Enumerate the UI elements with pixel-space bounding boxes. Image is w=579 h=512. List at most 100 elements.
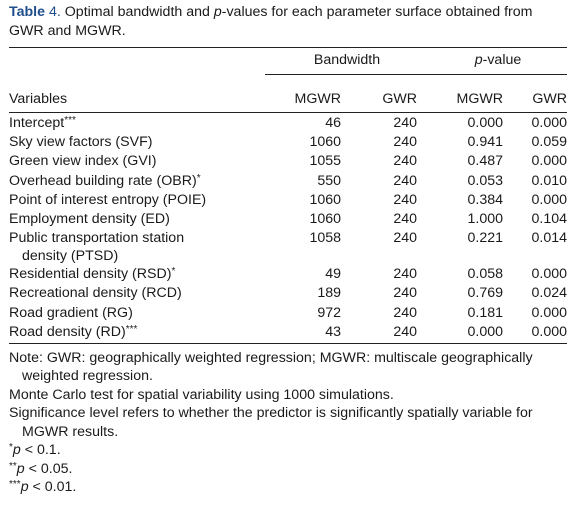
row-label: Road density (RD) bbox=[9, 323, 126, 340]
sig-1-sup: * bbox=[9, 442, 13, 454]
note-sig-3: ***p < 0.01. bbox=[9, 478, 567, 497]
row-label: Green view index (GVI) bbox=[9, 153, 157, 170]
caption-p-italic: p bbox=[213, 4, 222, 20]
group-header-row: Bandwidth p-value bbox=[9, 48, 567, 75]
cell-p-mgwr: 0.769 bbox=[467, 285, 503, 302]
col-variables: Variables bbox=[9, 90, 68, 107]
col-p-mgwr: MGWR bbox=[456, 91, 504, 107]
sig-2-p: p bbox=[16, 460, 25, 477]
note-abbreviations: Note: GWR: geographically weighted regre… bbox=[9, 349, 533, 385]
cell-bw-gwr: 240 bbox=[393, 304, 417, 321]
table-row: Road density (RD)*** 43 240 0.000 0.000 bbox=[9, 323, 567, 342]
row-label: Point of interest entropy (POIE) bbox=[9, 191, 207, 208]
cell-bw-mgwr: 1055 bbox=[309, 153, 341, 170]
cell-p-gwr: 0.024 bbox=[531, 285, 567, 302]
row-label: Public transportation station bbox=[9, 230, 185, 247]
cell-p-gwr: 0.000 bbox=[531, 191, 567, 208]
table-label: Table bbox=[9, 4, 46, 20]
cell-p-mgwr: 0.053 bbox=[467, 172, 503, 189]
cell-bw-gwr: 240 bbox=[393, 285, 417, 302]
row-label: Residential density (RSD) bbox=[9, 266, 172, 283]
table-row: Public transportation station density (PT… bbox=[9, 229, 567, 265]
cell-p-mgwr: 0.384 bbox=[467, 191, 503, 208]
note-sig-2: **p < 0.05. bbox=[9, 460, 567, 479]
row-label: Intercept bbox=[9, 115, 65, 131]
cell-p-gwr: 0.059 bbox=[531, 134, 567, 151]
table-row: Employment density (ED) 1060 240 1.000 0… bbox=[9, 210, 567, 229]
cell-bw-mgwr: 46 bbox=[325, 115, 341, 131]
caption-text-2: -values for each parameter surface obtai… bbox=[9, 4, 533, 39]
cell-bw-mgwr: 1058 bbox=[309, 230, 341, 247]
sig-2-sup: ** bbox=[9, 460, 17, 472]
cell-p-gwr: 0.000 bbox=[531, 153, 567, 170]
cell-bw-mgwr: 1060 bbox=[309, 191, 341, 208]
note-significance: Significance level refers to whether the… bbox=[9, 405, 533, 440]
note-monte-carlo: Monte Carlo test for spatial variability… bbox=[9, 386, 394, 403]
cell-bw-gwr: 240 bbox=[393, 210, 417, 227]
table-row: Green view index (GVI) 1055 240 0.487 0.… bbox=[9, 152, 567, 171]
cell-p-mgwr: 0.941 bbox=[467, 134, 503, 151]
cell-bw-mgwr: 49 bbox=[325, 266, 341, 283]
cell-bw-gwr: 240 bbox=[393, 115, 417, 131]
cell-bw-gwr: 240 bbox=[393, 134, 417, 151]
note-sig-1: *p < 0.1. bbox=[9, 441, 567, 460]
cell-p-mgwr: 0.221 bbox=[467, 230, 503, 247]
group-pvalue-p: p bbox=[474, 52, 483, 68]
cell-p-gwr: 0.000 bbox=[531, 115, 567, 131]
cell-bw-gwr: 240 bbox=[393, 230, 417, 247]
cell-p-gwr: 0.014 bbox=[531, 230, 567, 247]
cell-p-gwr: 0.000 bbox=[531, 323, 567, 340]
row-sup: * bbox=[171, 266, 176, 278]
cell-p-gwr: 0.000 bbox=[531, 304, 567, 321]
caption-text-1: Optimal bandwidth and bbox=[64, 4, 210, 20]
sig-3-p: p bbox=[20, 479, 29, 496]
row-label: Overhead building rate (OBR) bbox=[9, 172, 197, 189]
cell-bw-mgwr: 43 bbox=[325, 323, 341, 340]
top-rule bbox=[9, 47, 567, 48]
row-label: Employment density (ED) bbox=[9, 210, 170, 227]
row-sup: * bbox=[196, 172, 201, 184]
row-label: Sky view factors (SVF) bbox=[9, 134, 153, 151]
group-pvalue: p-value bbox=[429, 48, 567, 75]
cell-bw-gwr: 240 bbox=[393, 191, 417, 208]
sig-2-rest: < 0.05. bbox=[24, 460, 73, 477]
cell-bw-mgwr: 972 bbox=[317, 304, 341, 321]
cell-p-mgwr: 0.181 bbox=[467, 304, 503, 321]
results-table: Bandwidth p-value Variables MGWR GWR MGW… bbox=[9, 48, 567, 342]
col-p-gwr: GWR bbox=[532, 91, 567, 107]
cell-p-gwr: 0.104 bbox=[531, 210, 567, 227]
group-pvalue-rest: -value bbox=[482, 52, 522, 68]
cell-p-gwr: 0.000 bbox=[531, 266, 567, 283]
cell-p-mgwr: 1.000 bbox=[467, 210, 503, 227]
cell-bw-mgwr: 1060 bbox=[309, 134, 341, 151]
table-body: Intercept*** 46 240 0.000 0.000 Sky view… bbox=[9, 114, 567, 342]
column-header-row: Variables MGWR GWR MGWR GWR bbox=[9, 75, 567, 113]
row-label: Recreational density (RCD) bbox=[9, 285, 182, 302]
row-label: Road gradient (RG) bbox=[9, 304, 133, 321]
cell-bw-mgwr: 189 bbox=[317, 285, 341, 302]
cell-bw-mgwr: 1060 bbox=[309, 210, 341, 227]
table-row: Sky view factors (SVF) 1060 240 0.941 0.… bbox=[9, 133, 567, 152]
row-sup: *** bbox=[125, 323, 138, 335]
cell-bw-gwr: 240 bbox=[393, 153, 417, 170]
col-bw-mgwr: MGWR bbox=[294, 91, 342, 107]
sig-1-p: p bbox=[12, 442, 21, 459]
cell-p-gwr: 0.010 bbox=[531, 172, 567, 189]
sig-1-rest: < 0.1. bbox=[20, 442, 61, 459]
table-figure: Table 4. Optimal bandwidth and p-values … bbox=[9, 3, 567, 497]
table-row: Overhead building rate (OBR)* 550 240 0.… bbox=[9, 172, 567, 191]
cell-bw-mgwr: 550 bbox=[317, 172, 341, 189]
table-caption: Table 4. Optimal bandwidth and p-values … bbox=[9, 3, 567, 41]
cell-bw-gwr: 240 bbox=[393, 323, 417, 340]
cell-p-mgwr: 0.000 bbox=[467, 323, 503, 340]
table-notes: Note: GWR: geographically weighted regre… bbox=[9, 349, 567, 497]
cell-p-mgwr: 0.487 bbox=[467, 153, 503, 170]
table-row: Intercept*** 46 240 0.000 0.000 bbox=[9, 114, 567, 133]
table-row: Road gradient (RG) 972 240 0.181 0.000 bbox=[9, 304, 567, 323]
col-bw-gwr: GWR bbox=[382, 91, 417, 107]
cell-bw-gwr: 240 bbox=[393, 266, 417, 283]
group-bandwidth: Bandwidth bbox=[265, 48, 429, 75]
table-number: 4. bbox=[48, 4, 61, 20]
row-sup: *** bbox=[64, 115, 76, 126]
cell-bw-gwr: 240 bbox=[393, 172, 417, 189]
